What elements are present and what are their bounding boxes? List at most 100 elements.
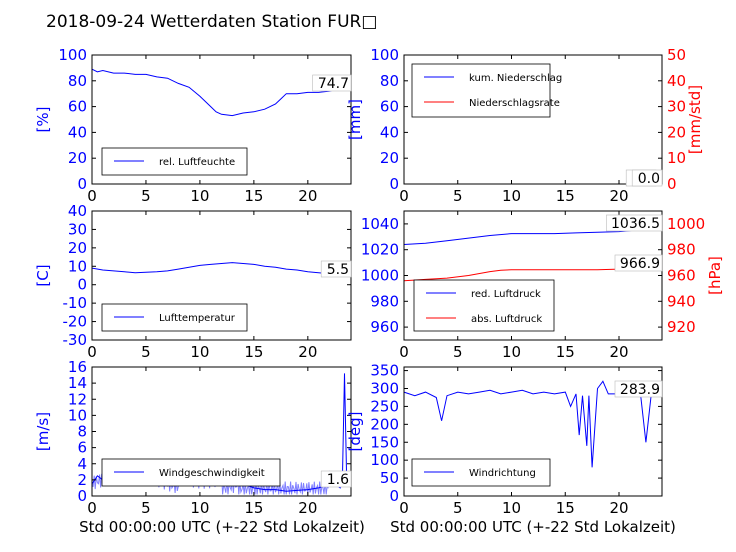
panel-wind_speed: 0 5 10 15 200246810121416[m/s]Windgeschwindi…	[34, 358, 352, 517]
y-axis-label: [C]	[34, 264, 52, 286]
current-value-label-box	[320, 470, 352, 488]
y-tick-label-right: 40	[667, 72, 686, 90]
y-tick-label: 40	[68, 202, 87, 220]
y-axis-label: [m/s]	[34, 412, 52, 451]
y-tick-label: 1040	[361, 215, 399, 233]
y-tick-label: 150	[370, 433, 399, 451]
x-tick-label: 20	[609, 499, 628, 517]
x-tick-label: 15	[244, 187, 263, 205]
y-tick-label: 100	[370, 451, 399, 469]
y-tick-label: 80	[68, 72, 87, 90]
y-tick-label: 2	[77, 471, 87, 489]
y-tick-label: 20	[68, 239, 87, 257]
current-value-label-right: 0.0	[638, 171, 660, 187]
y-tick-label-right: 30	[667, 98, 686, 116]
y-axis-label-right: [hPa]	[706, 256, 724, 295]
y-tick-label: 14	[68, 374, 87, 392]
y-tick-label: 10	[68, 257, 87, 275]
legend-label: rel. Luftfeuchte	[159, 157, 235, 168]
current-value-label: 5.5	[327, 262, 349, 278]
y-tick-label: 100	[58, 46, 87, 64]
current-value-label-right-box	[614, 254, 663, 272]
x-tick-label: 20	[609, 187, 628, 205]
current-value-label: 74.7	[318, 76, 349, 92]
y-tick-label-right: 940	[667, 292, 696, 310]
x-tick-label: 0	[399, 499, 409, 517]
y-tick-label: 16	[68, 358, 87, 376]
y-tick-label: 6	[77, 439, 87, 457]
x-tick-label: 10	[502, 187, 521, 205]
current-value-label-left: 1036.5	[611, 216, 660, 232]
x-tick-label: 15	[556, 343, 575, 361]
panel-wind_direction: 0 5 10 15 20050100150200250300350[deg]Windri…	[346, 362, 663, 517]
panel-temperature: 0 5 10 15 20-30-20-10010203040[C]Lufttempera…	[34, 202, 352, 361]
x-tick-label: 0	[399, 187, 409, 205]
y-tick-label: 200	[370, 415, 399, 433]
y-tick-label: 60	[68, 98, 87, 116]
series-line-temperature-0	[91, 262, 351, 276]
y-tick-label-right: 0	[667, 175, 677, 193]
x-tick-label: 10	[502, 343, 521, 361]
legend-label: red. Luftdruck	[471, 289, 541, 300]
y-tick-label-right: 980	[667, 241, 696, 259]
panel-humidity: 0 5 10 15 20 0 20 40 60 80 100 [%] rel. Luftfeuchte 7…	[34, 46, 352, 205]
y-tick-label: 60	[380, 98, 399, 116]
y-tick-label: 100	[370, 46, 399, 64]
x-axis-label-left: Std 00:00:00 UTC (+-22 Std Lokalzeit)	[79, 518, 365, 536]
x-tick-label: 0	[87, 343, 97, 361]
y-tick-label: 300	[370, 380, 399, 398]
legend-label: Lufttemperatur	[159, 313, 236, 324]
plot-frame	[91, 54, 352, 185]
panel-pressure: 0 5 10 15 20 960 980 1000 1020 1040 920 940 960 980 10…	[361, 210, 724, 361]
y-tick-label: 40	[68, 123, 87, 141]
legend-box	[413, 279, 555, 332]
y-tick-label: 1000	[361, 267, 399, 285]
legend-label: Windgeschwindigkeit	[159, 468, 265, 479]
y-tick-label-right: 50	[667, 46, 686, 64]
y-tick-label: 20	[380, 149, 399, 167]
y-tick-label: 0	[389, 175, 399, 193]
y-tick-label: 10	[68, 406, 87, 424]
current-value-label: 1.6	[327, 472, 349, 488]
y-axis-label: [mm]	[346, 99, 364, 140]
x-tick-label: 15	[556, 499, 575, 517]
current-value-label-left-box	[606, 214, 663, 232]
current-value-label-box	[312, 74, 352, 92]
y-tick-label: 12	[68, 390, 87, 408]
x-tick-label: 5	[453, 187, 463, 205]
x-tick-label: 0	[399, 343, 409, 361]
current-value-label: 283.9	[620, 382, 660, 398]
x-tick-label: 15	[556, 187, 575, 205]
y-axis-label-right: [mm/std]	[686, 85, 704, 154]
x-tick-label: 5	[453, 499, 463, 517]
x-tick-label: 5	[141, 187, 151, 205]
y-tick-label-right: 20	[667, 123, 686, 141]
y-tick-label: -10	[63, 294, 88, 312]
y-tick-label: 350	[370, 362, 399, 380]
y-tick-label: 50	[380, 469, 399, 487]
legend-box	[411, 63, 551, 118]
current-value-label-right-box	[631, 169, 663, 187]
legend-label: kum. Niederschlag	[469, 73, 562, 84]
x-tick-label: 0	[87, 187, 97, 205]
y-tick-label-right: 1000	[667, 215, 705, 233]
y-tick-label-right: 10	[667, 149, 686, 167]
x-tick-label: 20	[298, 187, 317, 205]
x-tick-label: 15	[244, 499, 263, 517]
x-tick-label: 20	[298, 499, 317, 517]
y-axis-label: [deg]	[346, 412, 364, 452]
y-axis-label: [%]	[34, 107, 52, 133]
y-tick-label: 0	[77, 175, 87, 193]
x-tick-label: 5	[453, 343, 463, 361]
y-tick-label: 960	[370, 318, 399, 336]
y-tick-label: 250	[370, 397, 399, 415]
x-tick-label: 10	[190, 187, 209, 205]
y-tick-label: 20	[68, 149, 87, 167]
y-tick-label: 8	[77, 423, 87, 441]
y-tick-label: 30	[68, 220, 87, 238]
legend-label: Windrichtung	[469, 468, 536, 479]
y-tick-label: -30	[63, 331, 88, 349]
y-tick-label: 0	[389, 487, 399, 505]
y-tick-label: 80	[380, 72, 399, 90]
